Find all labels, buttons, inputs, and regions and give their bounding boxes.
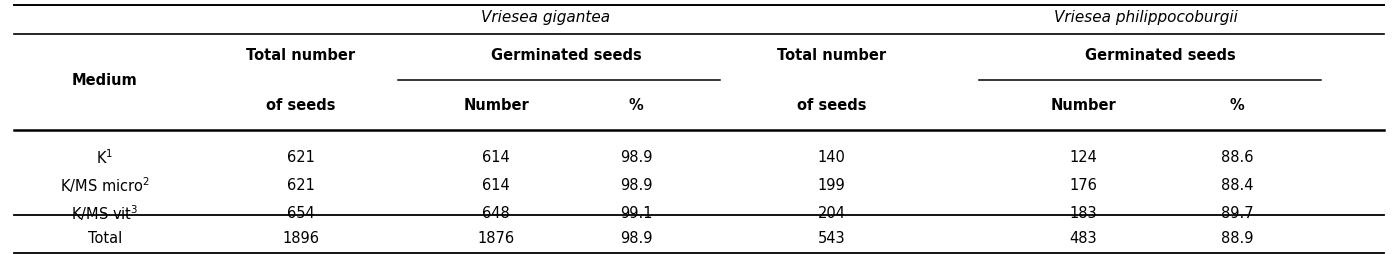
Text: 88.6: 88.6 (1220, 150, 1254, 165)
Text: 98.9: 98.9 (619, 150, 653, 165)
Text: 654: 654 (287, 206, 315, 221)
Text: 204: 204 (818, 206, 846, 221)
Text: 176: 176 (1069, 178, 1097, 193)
Text: %: % (629, 98, 643, 113)
Text: 98.9: 98.9 (619, 231, 653, 246)
Text: 648: 648 (482, 206, 510, 221)
Text: 98.9: 98.9 (619, 178, 653, 193)
Text: Total number: Total number (777, 48, 886, 64)
Text: Germinated seeds: Germinated seeds (491, 48, 642, 64)
Text: Germinated seeds: Germinated seeds (1085, 48, 1236, 64)
Text: K/MS vit$^3$: K/MS vit$^3$ (71, 203, 138, 223)
Text: 140: 140 (818, 150, 846, 165)
Text: 614: 614 (482, 150, 510, 165)
Text: 88.4: 88.4 (1220, 178, 1254, 193)
Text: 99.1: 99.1 (619, 206, 653, 221)
Text: Medium: Medium (71, 73, 138, 88)
Text: 543: 543 (818, 231, 846, 246)
Text: 621: 621 (287, 150, 315, 165)
Text: of seeds: of seeds (797, 98, 867, 113)
Text: Number: Number (1050, 98, 1117, 113)
Text: Vriesea gigantea: Vriesea gigantea (481, 10, 610, 25)
Text: 483: 483 (1069, 231, 1097, 246)
Text: 614: 614 (482, 178, 510, 193)
Text: K$^1$: K$^1$ (96, 148, 113, 167)
Text: 89.7: 89.7 (1220, 206, 1254, 221)
Text: 88.9: 88.9 (1220, 231, 1254, 246)
Text: %: % (1230, 98, 1244, 113)
Text: 1876: 1876 (478, 231, 514, 246)
Text: K/MS micro$^2$: K/MS micro$^2$ (60, 176, 150, 195)
Text: 621: 621 (287, 178, 315, 193)
Text: 183: 183 (1069, 206, 1097, 221)
Text: Number: Number (463, 98, 530, 113)
Text: of seeds: of seeds (266, 98, 336, 113)
Text: Total number: Total number (246, 48, 355, 64)
Text: 199: 199 (818, 178, 846, 193)
Text: 1896: 1896 (282, 231, 319, 246)
Text: Total: Total (88, 231, 122, 246)
Text: Vriesea philippocoburgii: Vriesea philippocoburgii (1054, 10, 1239, 25)
Text: 124: 124 (1069, 150, 1097, 165)
